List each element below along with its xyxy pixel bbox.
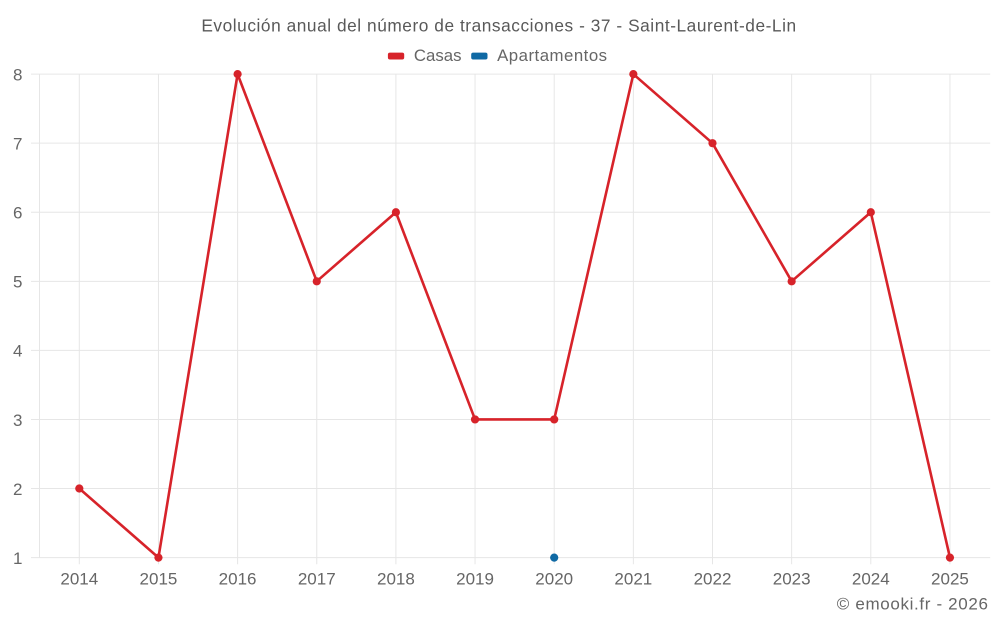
svg-text:2018: 2018	[377, 569, 415, 588]
svg-text:2015: 2015	[140, 569, 178, 588]
svg-text:2016: 2016	[219, 569, 257, 588]
svg-text:6: 6	[13, 204, 22, 223]
svg-text:1: 1	[13, 549, 22, 568]
svg-text:4: 4	[13, 342, 22, 361]
svg-text:2024: 2024	[852, 569, 890, 588]
svg-text:2021: 2021	[614, 569, 652, 588]
svg-text:7: 7	[13, 134, 22, 153]
svg-text:2: 2	[13, 480, 22, 499]
svg-text:2020: 2020	[535, 569, 573, 588]
svg-text:2022: 2022	[694, 569, 732, 588]
svg-text:3: 3	[13, 411, 22, 430]
svg-text:2014: 2014	[60, 569, 98, 588]
svg-text:2017: 2017	[298, 569, 336, 588]
svg-text:2023: 2023	[773, 569, 811, 588]
svg-text:2025: 2025	[931, 569, 969, 588]
svg-text:Evolución anual del número de: Evolución anual del número de transaccio…	[201, 15, 796, 35]
svg-text:8: 8	[13, 65, 22, 84]
svg-text:Apartamentos: Apartamentos	[497, 46, 607, 65]
svg-text:5: 5	[13, 273, 22, 292]
svg-text:Casas: Casas	[414, 46, 462, 65]
svg-text:© emooki.fr - 2026: © emooki.fr - 2026	[837, 595, 989, 614]
svg-text:2019: 2019	[456, 569, 494, 588]
